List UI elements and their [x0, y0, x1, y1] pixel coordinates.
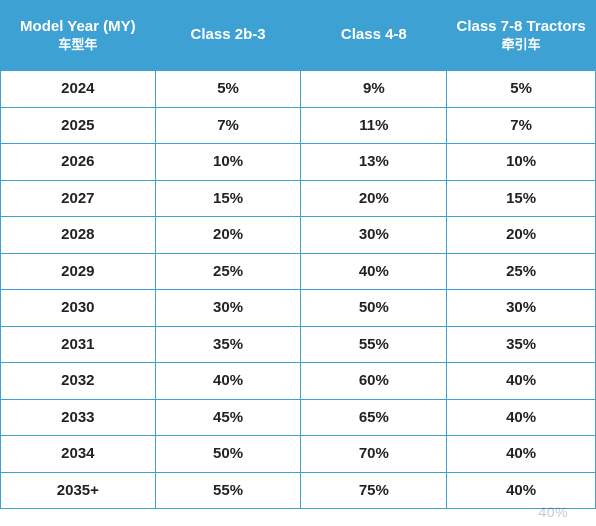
- col-header-2: Class 4-8: [301, 1, 447, 71]
- col-header-main: Class 7-8 Tractors: [451, 18, 591, 37]
- value-cell: 40%: [301, 253, 447, 290]
- value-cell: 60%: [301, 363, 447, 400]
- value-cell: 40%: [447, 399, 596, 436]
- table-row: 203030%50%30%: [1, 290, 596, 327]
- zev-mandate-table: Model Year (MY)车型年Class 2b-3Class 4-8Cla…: [0, 0, 596, 509]
- year-cell: 2032: [1, 363, 156, 400]
- value-cell: 15%: [447, 180, 596, 217]
- year-cell: 2028: [1, 217, 156, 254]
- value-cell: 7%: [155, 107, 301, 144]
- year-cell: 2035+: [1, 472, 156, 509]
- value-cell: 10%: [447, 144, 596, 181]
- table-row: 202820%30%20%: [1, 217, 596, 254]
- table-head: Model Year (MY)车型年Class 2b-3Class 4-8Cla…: [1, 1, 596, 71]
- col-header-3: Class 7-8 Tractors牵引车: [447, 1, 596, 71]
- value-cell: 35%: [447, 326, 596, 363]
- value-cell: 13%: [301, 144, 447, 181]
- value-cell: 55%: [155, 472, 301, 509]
- value-cell: 40%: [447, 436, 596, 473]
- col-header-1: Class 2b-3: [155, 1, 301, 71]
- value-cell: 11%: [301, 107, 447, 144]
- value-cell: 30%: [301, 217, 447, 254]
- value-cell: 50%: [155, 436, 301, 473]
- value-cell: 25%: [155, 253, 301, 290]
- col-header-main: Class 2b-3: [160, 26, 297, 45]
- table-row: 203240%60%40%: [1, 363, 596, 400]
- value-cell: 15%: [155, 180, 301, 217]
- value-cell: 30%: [447, 290, 596, 327]
- value-cell: 55%: [301, 326, 447, 363]
- table-row: 20257%11%7%: [1, 107, 596, 144]
- value-cell: 40%: [155, 363, 301, 400]
- data-table: Model Year (MY)车型年Class 2b-3Class 4-8Cla…: [0, 0, 596, 509]
- table-row: 202925%40%25%: [1, 253, 596, 290]
- col-header-sub: 车型年: [5, 37, 151, 53]
- col-header-0: Model Year (MY)车型年: [1, 1, 156, 71]
- value-cell: 20%: [447, 217, 596, 254]
- year-cell: 2025: [1, 107, 156, 144]
- col-header-main: Model Year (MY): [5, 18, 151, 37]
- table-row: 203345%65%40%: [1, 399, 596, 436]
- value-cell: 35%: [155, 326, 301, 363]
- value-cell: 7%: [447, 107, 596, 144]
- value-cell: 65%: [301, 399, 447, 436]
- value-cell: 5%: [155, 71, 301, 108]
- year-cell: 2027: [1, 180, 156, 217]
- value-cell: 5%: [447, 71, 596, 108]
- value-cell: 9%: [301, 71, 447, 108]
- table-body: 20245%9%5%20257%11%7%202610%13%10%202715…: [1, 71, 596, 509]
- col-header-main: Class 4-8: [305, 26, 442, 45]
- value-cell: 70%: [301, 436, 447, 473]
- col-header-sub: 牵引车: [451, 37, 591, 53]
- header-row: Model Year (MY)车型年Class 2b-3Class 4-8Cla…: [1, 1, 596, 71]
- value-cell: 20%: [301, 180, 447, 217]
- year-cell: 2033: [1, 399, 156, 436]
- table-row: 2035+55%75%40%: [1, 472, 596, 509]
- year-cell: 2026: [1, 144, 156, 181]
- value-cell: 10%: [155, 144, 301, 181]
- table-row: 202715%20%15%: [1, 180, 596, 217]
- value-cell: 75%: [301, 472, 447, 509]
- value-cell: 45%: [155, 399, 301, 436]
- value-cell: 20%: [155, 217, 301, 254]
- value-cell: 25%: [447, 253, 596, 290]
- table-row: 203135%55%35%: [1, 326, 596, 363]
- year-cell: 2031: [1, 326, 156, 363]
- table-row: 20245%9%5%: [1, 71, 596, 108]
- value-cell: 40%: [447, 363, 596, 400]
- value-cell: 40%: [447, 472, 596, 509]
- year-cell: 2030: [1, 290, 156, 327]
- year-cell: 2034: [1, 436, 156, 473]
- table-row: 202610%13%10%: [1, 144, 596, 181]
- year-cell: 2029: [1, 253, 156, 290]
- value-cell: 50%: [301, 290, 447, 327]
- year-cell: 2024: [1, 71, 156, 108]
- table-row: 203450%70%40%: [1, 436, 596, 473]
- value-cell: 30%: [155, 290, 301, 327]
